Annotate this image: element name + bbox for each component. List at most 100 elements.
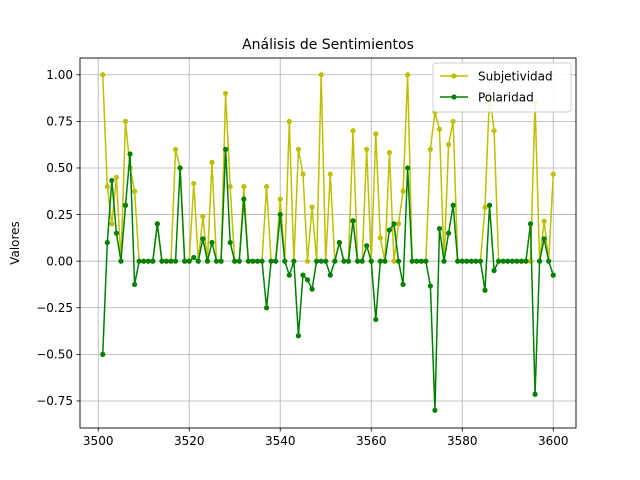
data-point-subjetividad (227, 184, 233, 190)
legend-label-polaridad: Polaridad (478, 91, 534, 105)
data-point-polaridad (204, 258, 211, 264)
data-point-polaridad (218, 258, 224, 264)
data-point-polaridad (127, 151, 133, 157)
y-tick-label: 0.25 (46, 208, 73, 222)
data-point-polaridad (314, 258, 320, 264)
data-point-polaridad (327, 272, 333, 278)
legend-label-subjetividad: Subjetividad (478, 70, 553, 84)
data-point-polaridad (477, 258, 484, 264)
data-point-polaridad (132, 281, 138, 288)
data-point-polaridad (459, 258, 465, 264)
data-point-subjetividad (191, 180, 197, 187)
data-point-polaridad (464, 258, 470, 264)
data-point-subjetividad (300, 171, 306, 177)
x-tick-label: 3560 (356, 434, 387, 448)
data-point-polaridad (500, 258, 506, 264)
data-point-polaridad (186, 258, 192, 264)
data-point-polaridad (168, 258, 174, 264)
data-point-subjetividad (277, 196, 283, 202)
data-point-subjetividad (200, 213, 206, 220)
legend-marker-subjetividad (451, 73, 457, 79)
data-point-subjetividad (350, 128, 356, 134)
data-point-polaridad (341, 258, 347, 264)
data-point-polaridad (268, 258, 274, 264)
data-point-subjetividad (318, 72, 324, 78)
data-point-polaridad (154, 221, 160, 227)
data-point-polaridad (486, 202, 493, 208)
data-point-polaridad (318, 258, 324, 264)
data-point-subjetividad (391, 258, 397, 264)
data-point-polaridad (409, 258, 415, 264)
data-point-polaridad (263, 305, 270, 311)
data-point-polaridad (468, 258, 474, 264)
data-point-polaridad (227, 239, 233, 246)
data-point-subjetividad (405, 72, 411, 78)
data-point-polaridad (441, 258, 447, 264)
legend: Subjetividad Polaridad (432, 62, 572, 113)
data-point-polaridad (455, 258, 461, 264)
data-point-polaridad (159, 258, 165, 264)
data-point-polaridad (445, 230, 452, 236)
data-point-polaridad (514, 258, 520, 264)
data-point-polaridad (282, 258, 288, 264)
y-tick-label: −0.75 (36, 394, 73, 408)
data-point-polaridad (473, 258, 479, 264)
y-tick-label: 1.00 (46, 68, 73, 82)
data-point-polaridad (232, 258, 238, 264)
data-point-polaridad (118, 258, 124, 264)
data-point-subjetividad (209, 159, 215, 165)
data-point-subjetividad (172, 146, 179, 152)
data-point-subjetividad (327, 171, 333, 177)
data-point-polaridad (195, 258, 201, 264)
data-point-polaridad (277, 211, 283, 218)
data-point-subjetividad (304, 258, 311, 264)
data-point-subjetividad (364, 146, 370, 152)
data-point-polaridad (209, 239, 215, 246)
x-tick-label: 3540 (265, 434, 296, 448)
data-point-subjetividad (295, 146, 302, 152)
x-tick-label: 3520 (174, 434, 205, 448)
data-point-subjetividad (491, 128, 497, 134)
data-point-polaridad (273, 258, 279, 264)
data-point-polaridad (145, 258, 151, 264)
data-point-subjetividad (373, 131, 379, 137)
data-point-polaridad (509, 258, 515, 264)
data-point-polaridad (496, 258, 502, 264)
data-point-polaridad (395, 258, 402, 264)
data-point-subjetividad (436, 126, 443, 132)
x-axis-ticks: 3500 3520 3540 3560 3580 3600 (83, 428, 569, 448)
data-point-polaridad (122, 202, 129, 208)
data-point-polaridad (336, 239, 342, 246)
x-tick-label: 3600 (538, 434, 569, 448)
data-point-subjetividad (450, 118, 456, 124)
y-tick-label: 0.50 (46, 161, 73, 175)
data-point-subjetividad (104, 184, 110, 190)
data-point-polaridad (546, 258, 552, 264)
data-point-polaridad (191, 254, 197, 261)
data-point-polaridad (332, 258, 338, 264)
data-point-polaridad (300, 272, 306, 278)
data-point-polaridad (141, 258, 147, 264)
data-point-polaridad (368, 258, 374, 264)
data-point-subjetividad (109, 221, 115, 227)
data-point-polaridad (550, 272, 556, 278)
y-tick-label: −0.25 (36, 301, 73, 315)
data-point-polaridad (236, 258, 242, 264)
data-point-polaridad (295, 333, 302, 339)
data-point-polaridad (109, 177, 115, 184)
data-point-subjetividad (132, 188, 138, 194)
data-point-subjetividad (113, 174, 119, 180)
data-point-polaridad (523, 258, 529, 264)
data-point-polaridad (345, 258, 352, 264)
data-point-polaridad (223, 146, 229, 152)
data-point-polaridad (364, 243, 370, 249)
data-point-polaridad (286, 272, 292, 278)
data-point-subjetividad (286, 118, 292, 124)
data-point-subjetividad (482, 204, 488, 211)
legend-marker-polaridad (451, 94, 457, 100)
data-point-subjetividad (241, 184, 247, 190)
series-polaridad (100, 146, 556, 413)
data-point-polaridad (182, 258, 188, 264)
y-tick-label: −0.50 (36, 348, 73, 362)
